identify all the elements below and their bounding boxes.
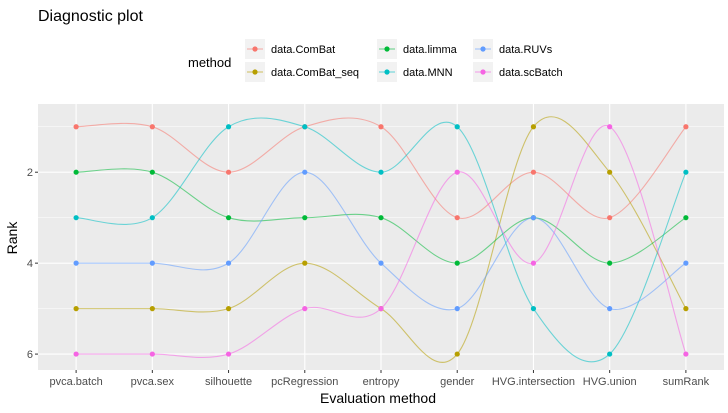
series-line-data-limma	[76, 168, 687, 264]
y-axis: 2 4 6	[27, 167, 38, 361]
data-point-data-limma-entropy	[378, 215, 384, 221]
data-point-data-combat-pvca-sex	[149, 124, 155, 130]
data-point-data-scbatch-silhouette	[225, 351, 232, 357]
data-point-data-mnn-pvca-sex	[149, 215, 155, 221]
legend-key-point	[252, 69, 258, 75]
data-point-data-combat-seq-pvca-batch	[73, 306, 79, 312]
data-point-data-scbatch-sumrank	[683, 351, 689, 357]
legend-key-point	[384, 69, 390, 75]
data-point-data-ruvs-gender	[454, 306, 460, 312]
data-point-data-limma-sumrank	[683, 215, 689, 221]
legend-key-point	[252, 46, 258, 52]
chart-title: Diagnostic plot	[38, 8, 144, 25]
legend-key-point	[384, 46, 390, 52]
data-point-data-combat-pvca-batch	[73, 124, 79, 130]
data-point-data-mnn-entropy	[378, 169, 384, 175]
x-axis: pvca.batch pvca.sex silhouette pcRegression…	[50, 370, 710, 388]
legend-label: data.ComBat	[271, 44, 335, 56]
data-point-data-scbatch-gender	[454, 169, 460, 175]
legend-label: data.limma	[403, 44, 458, 56]
series-points	[73, 124, 689, 357]
data-point-data-scbatch-hvg-union	[607, 124, 613, 130]
data-point-data-combat-seq-hvg-intersection	[530, 124, 537, 130]
legend-label: data.MNN	[403, 67, 453, 79]
legend-item-data-combat-seq: data.ComBat_seq	[245, 62, 359, 82]
y-tick-label: 2	[27, 167, 33, 179]
series-line-data-mnn	[76, 117, 687, 363]
legend-label: data.ComBat_seq	[271, 67, 359, 79]
legend-item-data-ruvs: data.RUVs	[473, 39, 553, 59]
x-tick-label: HVG.intersection	[492, 376, 575, 388]
data-point-data-combat-seq-sumrank	[683, 306, 689, 312]
data-point-data-scbatch-pcregression	[302, 306, 308, 312]
data-point-data-combat-entropy	[378, 124, 384, 130]
data-point-data-mnn-hvg-union	[607, 351, 613, 357]
data-point-data-combat-seq-gender	[454, 351, 460, 357]
legend-item-data-limma: data.limma	[377, 39, 458, 59]
x-axis-title: Evaluation method	[320, 390, 436, 406]
data-point-data-limma-hvg-union	[607, 260, 613, 266]
data-point-data-ruvs-hvg-intersection	[530, 215, 537, 221]
data-point-data-scbatch-pvca-batch	[73, 351, 79, 357]
x-tick-label: sumRank	[663, 376, 710, 388]
y-tick-label: 6	[27, 349, 33, 361]
data-point-data-limma-gender	[454, 260, 460, 266]
data-point-data-combat-seq-pvca-sex	[149, 306, 155, 312]
y-axis-title: Rank	[4, 221, 20, 255]
data-point-data-ruvs-hvg-union	[607, 306, 613, 312]
legend-item-data-combat: data.ComBat	[245, 39, 335, 59]
data-point-data-scbatch-pvca-sex	[149, 351, 155, 357]
x-tick-label: entropy	[363, 376, 400, 388]
x-tick-label: pcRegression	[271, 376, 338, 388]
data-point-data-limma-pvca-sex	[149, 169, 155, 175]
data-point-data-limma-pvca-batch	[73, 169, 79, 175]
data-point-data-ruvs-pvca-sex	[149, 260, 155, 266]
series-line-data-combat-seq	[76, 116, 687, 363]
data-point-data-scbatch-hvg-intersection	[530, 260, 537, 266]
y-tick-label: 4	[27, 258, 33, 270]
data-point-data-mnn-gender	[454, 124, 460, 130]
legend-item-data-scbatch: data.scBatch	[473, 62, 563, 82]
x-tick-label: gender	[440, 376, 475, 388]
legend-key-point	[480, 46, 486, 52]
series-line-data-combat	[76, 117, 687, 219]
data-point-data-limma-pcregression	[302, 215, 308, 221]
legend: method data.ComBat data.ComBat_seq data.li…	[188, 39, 563, 82]
data-point-data-combat-seq-silhouette	[225, 306, 232, 312]
legend-key-point	[480, 69, 486, 75]
data-point-data-combat-hvg-intersection	[530, 169, 537, 175]
x-tick-label: pvca.sex	[131, 376, 175, 388]
data-point-data-scbatch-entropy	[378, 306, 384, 312]
data-point-data-mnn-silhouette	[225, 124, 232, 130]
x-tick-label: pvca.batch	[50, 376, 103, 388]
data-point-data-ruvs-pvca-batch	[73, 260, 79, 266]
data-point-data-ruvs-sumrank	[683, 260, 689, 266]
data-point-data-combat-seq-pcregression	[302, 260, 308, 266]
legend-label: data.scBatch	[499, 67, 563, 79]
data-point-data-limma-silhouette	[225, 215, 232, 221]
data-point-data-ruvs-pcregression	[302, 169, 308, 175]
x-tick-label: HVG.union	[583, 376, 637, 388]
series-line-data-ruvs	[76, 171, 687, 311]
data-point-data-ruvs-entropy	[378, 260, 384, 266]
data-point-data-mnn-sumrank	[683, 169, 689, 175]
legend-title: method	[188, 55, 231, 70]
data-point-data-combat-sumrank	[683, 124, 689, 130]
legend-label: data.RUVs	[499, 44, 553, 56]
data-point-data-ruvs-silhouette	[225, 260, 232, 266]
data-point-data-mnn-pcregression	[302, 124, 308, 130]
legend-item-data-mnn: data.MNN	[377, 62, 453, 82]
data-point-data-mnn-hvg-intersection	[530, 306, 537, 312]
data-point-data-mnn-pvca-batch	[73, 215, 79, 221]
data-point-data-combat-silhouette	[225, 169, 232, 175]
x-tick-label: silhouette	[205, 376, 252, 388]
data-point-data-combat-seq-hvg-union	[607, 169, 613, 175]
data-point-data-combat-gender	[454, 215, 460, 221]
data-point-data-combat-hvg-union	[607, 215, 613, 221]
